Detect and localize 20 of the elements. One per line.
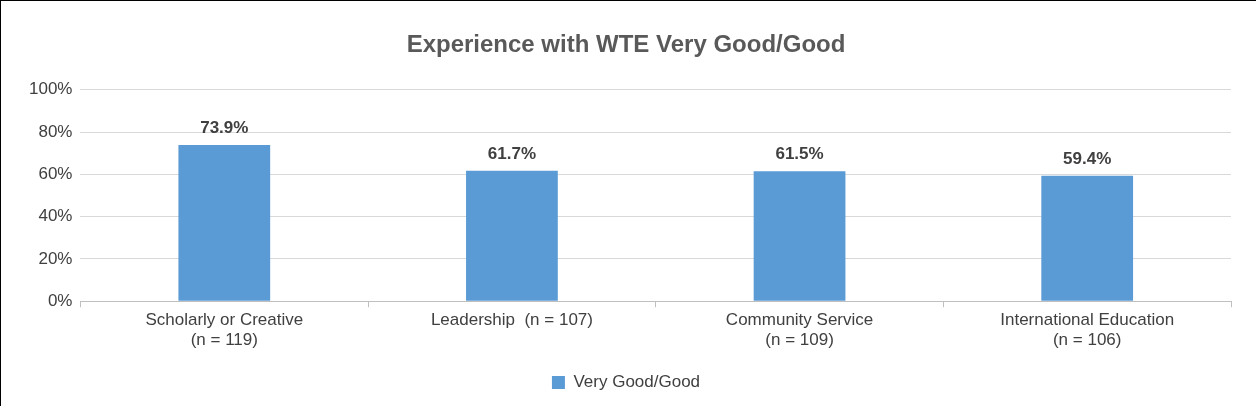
- data-label: 59.4%: [1063, 148, 1112, 168]
- x-tick-label: International Education (n = 106): [1000, 310, 1175, 350]
- bar: [466, 170, 558, 301]
- x-tick-label: Leadership (n = 107): [430, 310, 593, 330]
- legend-label: Very Good/Good: [573, 372, 701, 392]
- bar: [753, 171, 846, 301]
- data-label: 73.9%: [200, 118, 249, 138]
- y-tick-label: 20%: [38, 248, 73, 268]
- bar: [178, 144, 271, 301]
- data-label: 61.5%: [775, 144, 824, 164]
- chart-title: Experience with WTE Very Good/Good: [406, 30, 846, 58]
- bar: [1041, 175, 1134, 301]
- data-label: 61.7%: [487, 143, 537, 163]
- y-tick-label: 0%: [47, 290, 73, 310]
- y-tick-label: 60%: [38, 164, 73, 184]
- x-tick-label: Community Service (n = 109): [725, 310, 874, 350]
- y-tick-label: 80%: [38, 121, 73, 141]
- y-tick-label: 40%: [38, 206, 73, 226]
- x-tick-label: Scholarly or Creative (n = 119): [145, 310, 304, 350]
- y-tick-label: 100%: [29, 79, 73, 99]
